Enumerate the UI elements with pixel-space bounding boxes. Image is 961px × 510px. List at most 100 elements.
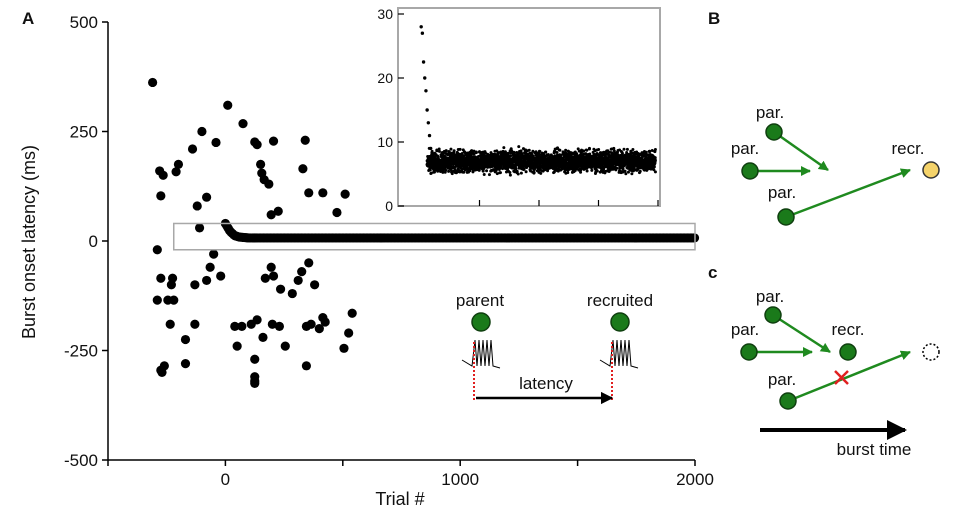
scatter-point — [298, 164, 308, 174]
inset-point — [502, 146, 506, 150]
inset-point — [515, 169, 519, 173]
scatter-point — [187, 144, 198, 154]
inset-point — [612, 146, 616, 150]
scatter-point — [266, 262, 276, 272]
scatter-point — [209, 249, 219, 259]
scatter-point — [314, 324, 324, 334]
inset-point — [556, 146, 560, 150]
y-tick-label: -250 — [64, 342, 98, 361]
inset-point — [508, 171, 512, 175]
inset-point — [462, 154, 466, 158]
inset-y-ticks: 0 10 20 30 — [377, 6, 404, 214]
inset-point — [449, 147, 453, 151]
scatter-point — [256, 159, 266, 169]
inset-point — [516, 172, 520, 176]
y-tick-label: 250 — [70, 123, 98, 142]
inset-y-tick-label: 10 — [377, 134, 393, 150]
inset-point — [537, 152, 541, 156]
y-tick-label: -500 — [64, 451, 98, 470]
inset-point — [539, 171, 543, 175]
scatter-point — [274, 321, 285, 332]
panel-letter-b: B — [708, 9, 720, 28]
inset-point — [653, 158, 657, 162]
inset-point — [582, 149, 586, 153]
b-recruited-label: recr. — [891, 139, 924, 158]
inset-x-ticks — [478, 200, 659, 206]
inset-y-tick-label: 0 — [385, 198, 393, 214]
inset-point — [546, 153, 550, 157]
inset-point — [468, 169, 472, 173]
inset-point — [631, 148, 635, 152]
c-failed-target-neuron — [922, 343, 940, 361]
b-parent-neuron-3 — [777, 208, 795, 226]
inset-point — [519, 149, 523, 153]
inset-point — [509, 147, 513, 151]
scatter-point — [273, 206, 283, 216]
b-parent-neuron-1 — [765, 123, 783, 141]
x-tick-label: 2000 — [676, 470, 714, 489]
c-recruited-neuron — [839, 343, 857, 361]
inset-point — [576, 147, 580, 151]
y-tick-label: 500 — [70, 13, 98, 32]
inset-point — [652, 165, 656, 169]
inset-point — [437, 147, 441, 151]
inset-point — [524, 170, 528, 174]
scatter-point — [223, 100, 233, 110]
inset-point — [555, 151, 559, 155]
scatter-point — [304, 258, 314, 268]
inset-point — [435, 148, 439, 152]
c-parent-neuron-3 — [779, 392, 797, 410]
scatter-point — [169, 295, 179, 305]
inset-point — [420, 31, 425, 35]
scatter-point — [339, 343, 349, 353]
inset-point — [427, 146, 431, 150]
inset-point — [495, 172, 499, 176]
c-parent-label-3: par. — [768, 370, 796, 389]
scatter-point — [258, 332, 268, 342]
inset-point — [585, 169, 589, 173]
inset-point — [608, 168, 612, 172]
scatter-point — [250, 354, 260, 364]
inset-point — [452, 149, 456, 153]
scatter-point — [192, 201, 202, 211]
inset-chart: 0 10 20 30 — [377, 6, 661, 214]
inset-point — [648, 150, 652, 154]
inset-point — [513, 170, 517, 174]
inset-point — [508, 173, 512, 177]
inset-point — [462, 170, 466, 174]
scatter-point — [238, 119, 248, 129]
inset-y-tick-label: 20 — [377, 70, 393, 86]
scatter-point — [306, 319, 316, 329]
inset-point — [615, 166, 619, 170]
panel-c-diagram: par. par. par. recr. burst time — [731, 287, 940, 459]
scatter-point — [268, 136, 279, 146]
y-axis-label: Burst onset latency (ms) — [19, 145, 39, 339]
y-tick-label: 0 — [89, 232, 98, 251]
inset-point — [564, 148, 568, 152]
inset-point — [652, 168, 656, 172]
inset-point — [653, 170, 657, 174]
inset-point — [590, 168, 594, 172]
c-parent-label-1: par. — [756, 287, 784, 306]
parent-label: parent — [456, 291, 504, 310]
inset-point — [444, 149, 448, 153]
scatter-point — [230, 321, 240, 332]
scatter-point — [194, 223, 205, 233]
converged-points — [220, 218, 700, 243]
inset-point — [585, 148, 589, 152]
inset-point — [425, 108, 429, 112]
inset-y-tick-label: 30 — [377, 6, 393, 22]
inset-point — [538, 150, 542, 154]
scatter-point — [301, 361, 312, 371]
b-arrow-1 — [773, 130, 829, 172]
latency-label: latency — [519, 374, 573, 393]
scatter-point — [260, 273, 270, 283]
scatter-point — [165, 319, 175, 329]
inset-point — [423, 76, 427, 80]
scatter-point — [190, 280, 200, 290]
inset-point — [419, 25, 423, 29]
recruited-label: recruited — [587, 291, 653, 310]
inset-point — [474, 151, 478, 155]
panel-letter-a: A — [22, 9, 34, 28]
